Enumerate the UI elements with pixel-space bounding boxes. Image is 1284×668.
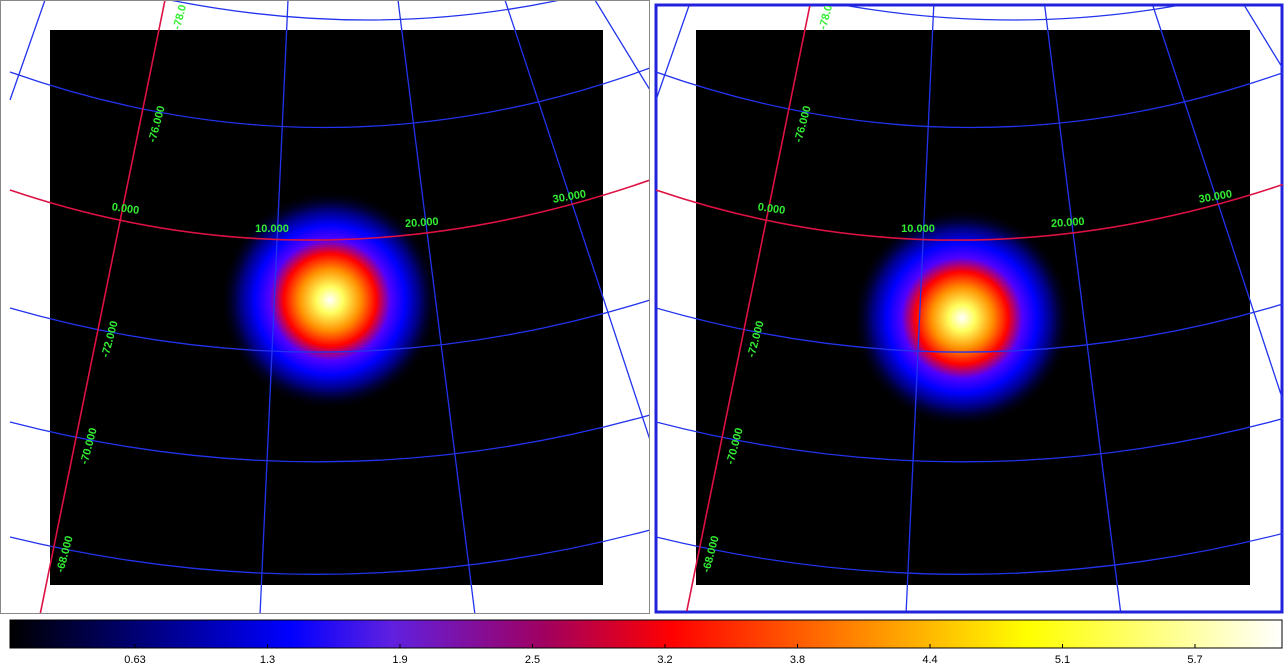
grid-line xyxy=(9,1,46,101)
grid-label: 30.000 xyxy=(552,188,587,206)
axis-line xyxy=(656,183,1283,241)
axis-line xyxy=(685,6,811,611)
grid-line xyxy=(259,1,289,613)
grid-label: 20.000 xyxy=(1051,216,1085,230)
colorbar-label: 3.8 xyxy=(790,654,805,666)
colorbar-label: 1.3 xyxy=(260,654,275,666)
grid-line xyxy=(1044,6,1122,611)
grid-line xyxy=(656,417,1283,463)
grid-line xyxy=(656,71,1283,129)
colorbar-label: 5.7 xyxy=(1187,654,1202,666)
grid-line xyxy=(656,303,1283,353)
source xyxy=(220,190,440,410)
colorbar-label: 3.2 xyxy=(657,654,672,666)
grid-line xyxy=(656,532,1283,575)
colorbar-label: 2.5 xyxy=(525,654,540,666)
axis-line xyxy=(39,1,166,613)
grid-label: 0.000 xyxy=(757,201,786,217)
grid-line xyxy=(397,1,476,613)
grid-line xyxy=(171,1,559,21)
frame-border xyxy=(0,0,650,614)
grid-label: 10.000 xyxy=(901,223,935,235)
grid-label: 30.000 xyxy=(1198,188,1233,206)
grid-line xyxy=(9,67,649,129)
colorbar-label: 4.4 xyxy=(922,654,937,666)
axis-line xyxy=(9,179,649,241)
grid-label: 20.000 xyxy=(405,216,439,230)
grid-line xyxy=(905,6,935,611)
grid-line xyxy=(9,529,649,575)
grid-line xyxy=(9,414,649,463)
grid-line xyxy=(656,6,690,101)
grid-label: 10.000 xyxy=(255,223,289,235)
colorbar-label: 1.9 xyxy=(392,654,407,666)
grid-line xyxy=(504,1,649,440)
grid-line xyxy=(845,6,1179,21)
grid-line xyxy=(594,1,649,90)
grid-line xyxy=(9,299,649,353)
source xyxy=(852,208,1072,428)
colorbar-label: 0.63 xyxy=(124,654,145,666)
grid-label: -78.0 xyxy=(817,4,835,31)
grid-label: 0.000 xyxy=(111,201,140,217)
colorbar-label: 5.1 xyxy=(1055,654,1070,666)
grid-label: -78.0 xyxy=(171,4,189,31)
grid-line xyxy=(1152,6,1283,403)
grid-line xyxy=(1243,6,1283,70)
colorbar[interactable] xyxy=(9,619,1283,649)
